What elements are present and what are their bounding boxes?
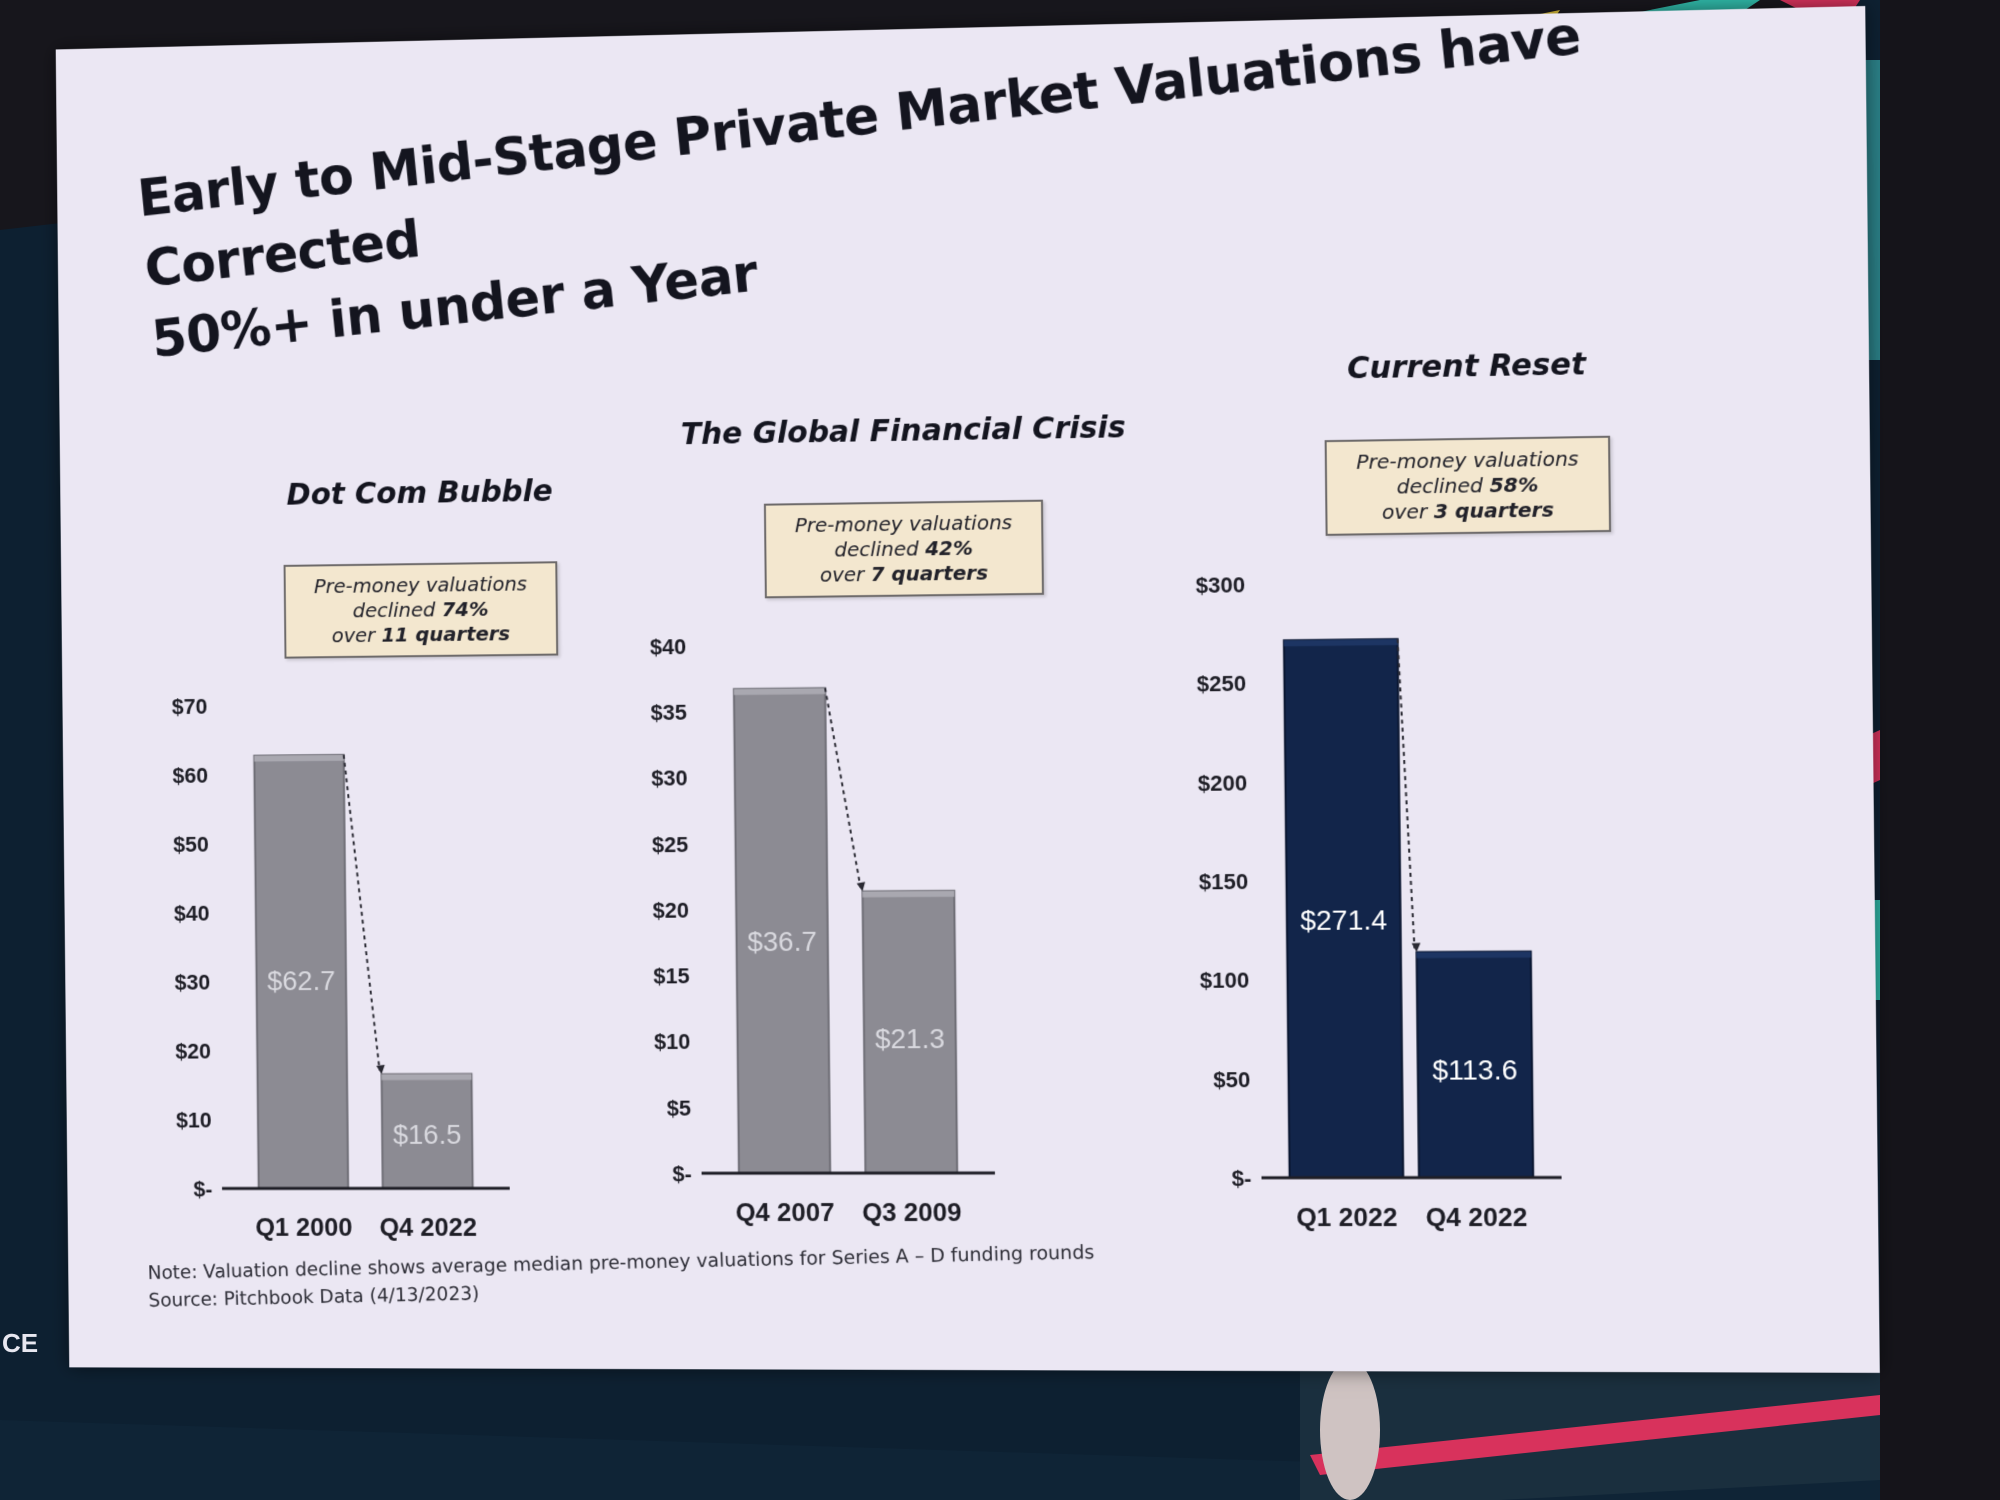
panel-dot-com-bubble: Dot Com Bubble Pre-money valuations decl… bbox=[147, 472, 704, 1367]
callout-over: over bbox=[1382, 499, 1428, 524]
y-tick-label: $250 bbox=[1197, 671, 1247, 697]
callout-box: Pre-money valuations declined 58% over 3… bbox=[1325, 436, 1611, 536]
x-tick-label: Q4 2007 bbox=[735, 1199, 834, 1227]
data-label: $36.7 bbox=[747, 925, 817, 957]
bar-top-highlight bbox=[734, 688, 825, 695]
bar-top-highlight bbox=[382, 1074, 472, 1080]
edge-text: CE bbox=[2, 1328, 38, 1359]
bar-top-highlight bbox=[1417, 952, 1531, 959]
y-tick-label: $25 bbox=[652, 832, 688, 857]
data-label: $16.5 bbox=[393, 1118, 462, 1149]
data-label: $271.4 bbox=[1300, 904, 1387, 936]
x-tick-label: Q1 2022 bbox=[1296, 1204, 1397, 1233]
callout-duration: 3 quarters bbox=[1434, 497, 1554, 523]
bar-chart-dot-com: $- $10 $20 $30 $40 $50 $60 $70 $62.7 Q1 2000 $16.5… bbox=[149, 681, 702, 1258]
panel-title: Dot Com Bubble bbox=[147, 472, 695, 515]
bar-chart-current-reset: $- $50 $100 $150 $200 $250 $300 $271.4 Q1 2022 $1… bbox=[1184, 557, 1762, 1248]
y-tick-label: $- bbox=[193, 1176, 212, 1201]
y-tick-label: $200 bbox=[1198, 770, 1248, 796]
bar-top-highlight bbox=[863, 891, 955, 898]
callout-percent: 58% bbox=[1489, 472, 1538, 497]
y-tick-label: $- bbox=[672, 1161, 692, 1186]
y-tick-label: $40 bbox=[650, 634, 686, 660]
callout-duration: 11 quarters bbox=[381, 621, 510, 646]
decline-connector bbox=[344, 755, 380, 1071]
y-tick-label: $50 bbox=[1213, 1067, 1250, 1092]
callout-box: Pre-money valuations declined 42% over 7… bbox=[764, 500, 1044, 599]
bar-top-highlight bbox=[254, 755, 344, 762]
panel-global-financial-crisis: The Global Financial Crisis Pre-money va… bbox=[625, 409, 1193, 1313]
x-tick-label: Q4 2022 bbox=[379, 1214, 477, 1242]
y-tick-label: $20 bbox=[175, 1039, 211, 1064]
panel-title: The Global Financial Crisis bbox=[625, 409, 1183, 453]
y-tick-label: $- bbox=[1232, 1166, 1252, 1191]
callout-box: Pre-money valuations declined 74% over 1… bbox=[284, 561, 559, 658]
bar-chart-gfc: $- $5 $10 $15 $20 $25 $30 $35 $40 $36.7 Q4 2007 $21… bbox=[627, 620, 1192, 1243]
y-tick-label: $70 bbox=[172, 694, 208, 719]
y-tick-label: $60 bbox=[172, 763, 208, 788]
connector-arrowhead bbox=[1412, 943, 1421, 952]
y-tick-label: $20 bbox=[653, 898, 689, 923]
y-tick-label: $100 bbox=[1200, 968, 1250, 994]
x-tick-label: Q3 2009 bbox=[862, 1199, 962, 1227]
y-tick-label: $50 bbox=[173, 832, 209, 857]
data-label: $21.3 bbox=[875, 1022, 945, 1054]
y-tick-label: $30 bbox=[175, 970, 211, 995]
y-tick-label: $10 bbox=[654, 1029, 690, 1054]
y-tick-label: $300 bbox=[1196, 572, 1246, 598]
decline-connector bbox=[825, 688, 860, 888]
x-tick-label: Q4 2022 bbox=[1426, 1204, 1528, 1233]
panel-current-reset: Current Reset Pre-money valuations decli… bbox=[1182, 344, 1763, 1259]
y-tick-label: $15 bbox=[653, 963, 689, 988]
y-tick-label: $35 bbox=[651, 700, 687, 725]
y-tick-label: $10 bbox=[176, 1108, 212, 1133]
panel-title: Current Reset bbox=[1182, 344, 1753, 389]
callout-duration: 7 quarters bbox=[870, 561, 988, 587]
callout-percent: 74% bbox=[442, 597, 489, 621]
presentation-slide: Early to Mid-Stage Private Market Valuat… bbox=[56, 6, 1880, 1373]
callout-percent: 42% bbox=[925, 536, 973, 561]
callout-over: over bbox=[820, 562, 865, 587]
x-tick-label: Q1 2000 bbox=[255, 1214, 352, 1242]
y-tick-label: $40 bbox=[174, 901, 210, 926]
slide-title: Early to Mid-Stage Private Market Valuat… bbox=[134, 0, 1642, 376]
callout-over: over bbox=[332, 623, 376, 647]
callout-text: Pre-money valuations declined bbox=[314, 572, 527, 623]
callout-text: Pre-money valuations declined bbox=[1356, 446, 1579, 498]
y-tick-label: $30 bbox=[651, 766, 687, 791]
callout-text: Pre-money valuations declined bbox=[795, 510, 1013, 561]
connector-arrowhead bbox=[857, 882, 866, 892]
y-tick-label: $150 bbox=[1199, 869, 1249, 895]
y-tick-label: $5 bbox=[667, 1095, 691, 1120]
data-label: $62.7 bbox=[267, 965, 335, 996]
data-label: $113.6 bbox=[1432, 1054, 1518, 1086]
connector-arrowhead bbox=[376, 1065, 385, 1074]
